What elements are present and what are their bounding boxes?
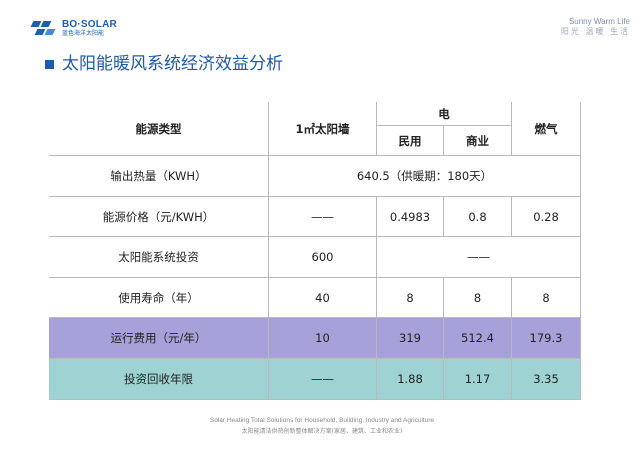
cell-solar: —— [269,197,377,237]
header-energy-type: 能源类型 [49,102,269,156]
cell-gas: 0.28 [512,197,581,237]
cell-gas: 8 [512,278,581,318]
row-label: 运行费用（元/年） [49,318,269,359]
page-title: 太阳能暖风系统经济效益分析 [62,54,283,74]
slogan: Sunny Warm Life 阳光 温暖 生活 [561,17,630,37]
header-residential: 民用 [377,126,444,156]
footer-tagline-en: Solar Heating Total Solutions for Househ… [209,417,435,424]
row-label: 太阳能系统投资 [49,237,269,278]
title-bullet-icon [45,59,54,69]
cell-solar: —— [269,359,377,400]
cell-commercial: 0.8 [444,197,512,237]
cell-output-heat: 640.5（供暖期：180天） [269,156,581,197]
row-label: 能源价格（元/KWH） [49,197,269,237]
cell-residential: 319 [377,318,444,359]
cell-commercial: 8 [444,278,512,318]
row-label: 投资回收年限 [49,359,269,400]
cell-gas: 3.35 [512,359,581,400]
header-commercial: 商业 [444,126,512,156]
bosolar-logo-icon [30,19,58,39]
cell-gas: 179.3 [512,318,581,359]
cell-solar: 10 [269,318,377,359]
header-gas: 燃气 [512,102,581,156]
brand-logo: BO·SOLAR 蓝色海洋太阳能 [30,19,117,39]
cell-commercial: 1.17 [444,359,512,400]
cell-solar: 600 [269,237,377,278]
logo-name-cn: 蓝色海洋太阳能 [62,30,105,37]
cell-solar: 40 [269,278,377,318]
header-solar-wall: 1㎡太阳墙 [269,102,377,156]
cell-residential: 8 [377,278,444,318]
header-electric: 电 [377,102,512,126]
cell-residential: 1.88 [377,359,444,400]
row-label: 使用寿命（年） [49,278,269,318]
cell-commercial: 512.4 [444,318,512,359]
row-label: 输出热量（KWH） [49,156,269,197]
economic-analysis-table: 能源类型 1㎡太阳墙 电 民用 商业 燃气 输出热量（KWH） 640.5（供暖… [49,102,581,400]
slogan-cn: 阳光 温暖 生活 [560,27,630,36]
slogan-en: Sunny Warm Life [568,17,630,26]
cell-residential: 0.4983 [377,197,444,237]
cell-others-merged: —— [377,237,581,278]
logo-name-en: BO·SOLAR [62,19,117,30]
page-title-wrap: 太阳能暖风系统经济效益分析 [45,53,283,75]
footer-tagline-cn: 太阳能清洁供热创新整体解决方案(家居、建筑、工业和农业) [241,428,403,435]
